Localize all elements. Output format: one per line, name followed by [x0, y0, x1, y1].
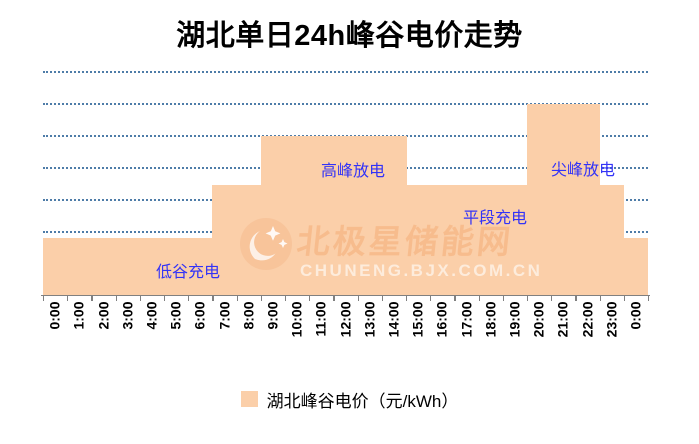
price-area-segment — [91, 237, 117, 296]
x-axis-label: 10:00 — [288, 301, 305, 338]
x-axis-tick — [285, 295, 287, 301]
price-area-segment — [502, 185, 528, 296]
x-axis-tick — [212, 295, 214, 301]
x-axis-tick — [599, 295, 601, 301]
x-axis-tick — [309, 295, 311, 301]
price-area-segment — [67, 237, 92, 296]
x-axis-label: 5:00 — [167, 301, 184, 330]
x-axis-label: 13:00 — [361, 301, 378, 338]
x-axis-label: 8:00 — [240, 301, 257, 330]
x-axis-label: 19:00 — [506, 301, 523, 338]
x-axis-tick — [91, 295, 93, 301]
x-axis-label: 3:00 — [119, 301, 136, 330]
x-axis-label: 23:00 — [603, 301, 620, 338]
legend-swatch — [240, 391, 258, 407]
price-area-segment — [236, 185, 262, 296]
x-axis-tick — [381, 295, 383, 301]
gridline — [43, 70, 648, 73]
segment-annotation: 高峰放电 — [320, 163, 386, 180]
x-axis-label: 9:00 — [264, 301, 281, 330]
x-axis-tick — [43, 295, 45, 301]
x-axis-label: 6:00 — [191, 301, 208, 330]
segment-annotation: 尖峰放电 — [550, 162, 616, 179]
price-area-segment — [430, 185, 455, 296]
x-axis-tick — [333, 295, 335, 301]
price-area-segment — [527, 103, 552, 296]
x-axis-tick — [115, 295, 117, 301]
x-axis-label: 0:00 — [46, 301, 63, 330]
x-axis-tick — [527, 295, 529, 301]
x-axis-tick — [164, 295, 166, 301]
x-axis-tick — [478, 295, 480, 301]
price-area-segment — [454, 185, 480, 296]
x-axis-tick — [139, 295, 141, 301]
segment-annotation: 平段充电 — [462, 210, 528, 227]
price-area-segment — [285, 135, 310, 296]
x-axis-label: 14:00 — [385, 301, 402, 338]
segment-annotation: 低谷充电 — [155, 264, 221, 281]
x-axis-label: 12:00 — [337, 301, 353, 338]
price-area-segment — [575, 103, 601, 296]
legend-label: 湖北峰谷电价（元/kWh） — [266, 391, 459, 411]
price-area-segment — [551, 103, 576, 296]
x-axis-tick — [623, 295, 625, 301]
price-area-segment — [139, 237, 165, 296]
x-axis-tick — [454, 295, 456, 301]
chart-legend: 湖北峰谷电价（元/kWh） — [0, 389, 699, 411]
x-axis-tick — [236, 295, 238, 301]
x-axis-tick — [502, 295, 504, 301]
x-axis-label: 1:00 — [70, 301, 87, 330]
x-axis-tick — [648, 295, 650, 301]
x-axis-tick — [260, 295, 262, 301]
x-axis-tick — [551, 295, 553, 301]
x-axis-label: 18:00 — [482, 301, 499, 338]
price-area-segment — [212, 185, 238, 296]
x-axis-label: 16:00 — [433, 301, 450, 338]
x-axis-tick — [188, 295, 190, 301]
price-area-segment — [43, 237, 68, 296]
price-area-segment — [260, 135, 286, 296]
x-axis-tick — [430, 295, 432, 301]
x-axis-tick — [406, 295, 408, 301]
x-axis-tick — [357, 295, 359, 301]
x-axis-label: 20:00 — [530, 301, 547, 338]
x-axis-label: 21:00 — [554, 301, 571, 338]
price-area-segment — [115, 237, 141, 296]
x-axis-label: 4:00 — [143, 301, 160, 330]
x-axis-label: 0:00 — [627, 301, 644, 330]
price-area-segment — [381, 135, 407, 296]
x-axis-label: 11:00 — [312, 301, 329, 337]
x-axis-tick — [67, 295, 69, 301]
x-axis-label: 7:00 — [216, 301, 232, 330]
price-area-segment — [406, 185, 431, 296]
x-axis-label: 22:00 — [579, 301, 595, 338]
price-area-segment — [623, 237, 648, 296]
chart-title: 湖北单日24h峰谷电价走势 — [176, 20, 523, 52]
price-area-segment — [478, 185, 504, 296]
x-axis-label: 2:00 — [95, 301, 111, 330]
x-axis-label: 15:00 — [409, 301, 426, 338]
price-area-segment — [164, 237, 189, 296]
gridline — [43, 102, 648, 105]
x-axis-tick — [575, 295, 577, 301]
x-axis-label: 17:00 — [458, 301, 474, 338]
price-area-segment — [599, 185, 625, 296]
price-area-segment — [357, 135, 383, 296]
price-area-segment — [309, 135, 334, 296]
x-axis-line — [41, 294, 650, 296]
price-area-segment — [333, 135, 359, 296]
price-area-segment — [188, 237, 213, 296]
